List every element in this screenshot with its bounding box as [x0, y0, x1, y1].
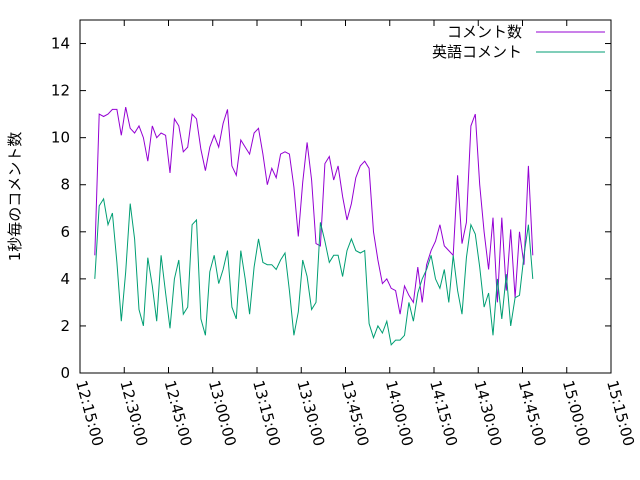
x-tick-label: 13:15:00: [249, 378, 284, 448]
series-layer: [94, 106, 534, 346]
series-line-1: [94, 106, 534, 315]
series-line-2: [94, 197, 534, 346]
y-tick-label: 2: [60, 317, 70, 335]
x-tick-label: 13:00:00: [205, 378, 240, 448]
x-tick-label: 13:45:00: [338, 378, 373, 448]
y-tick-label: 4: [60, 270, 70, 288]
y-tick-label: 6: [60, 223, 70, 241]
x-tick-label: 12:15:00: [72, 378, 107, 448]
y-tick-label: 8: [60, 176, 70, 194]
x-tick-label: 12:30:00: [116, 378, 151, 448]
x-tick-label: 14:00:00: [382, 378, 417, 448]
y-tick-label: 14: [51, 35, 70, 53]
axis-layer: 0 2 4 6 8 10 12 14 12:15:00 12:30:00 12:45:00 13:00…: [51, 20, 638, 448]
x-tick-label: 15:00:00: [559, 378, 594, 448]
x-tick-label: 14:45:00: [515, 378, 550, 448]
y-tick-label: 12: [51, 82, 70, 100]
y-tick-label: 10: [51, 129, 70, 147]
x-tick-label: 12:45:00: [161, 378, 196, 448]
plot-frame: [79, 19, 612, 374]
x-tick-label: 14:30:00: [470, 378, 505, 448]
x-tick-label: 14:15:00: [426, 378, 461, 448]
x-tick-label: 15:15:00: [603, 378, 638, 448]
legend-label-2: 英語コメント: [432, 43, 522, 61]
y-tick-label: 0: [60, 364, 70, 382]
x-tick-label: 13:30:00: [293, 378, 328, 448]
legend-label-1: コメント数: [447, 23, 522, 41]
y-axis-label: 1秒毎のコメント数: [6, 132, 24, 262]
